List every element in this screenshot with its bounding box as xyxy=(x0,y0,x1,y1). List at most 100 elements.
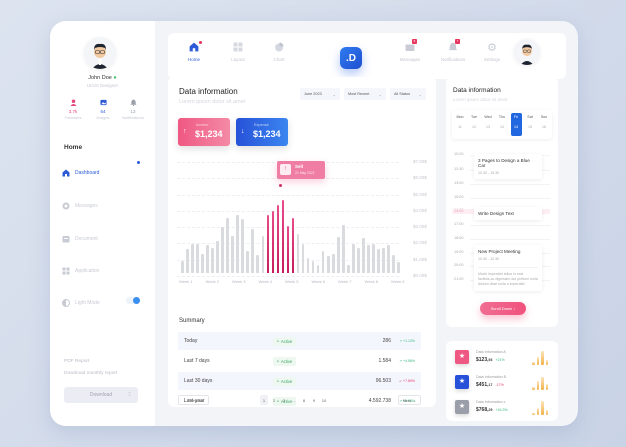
tab-chart[interactable]: Chart xyxy=(259,41,299,62)
expense-card[interactable]: ↓ Expense $1,234 xyxy=(236,118,288,146)
bar-chart: $7.00$ $6.00$ $5.00$ $4.00$ $3.00$ $2.00$ $1.0… xyxy=(173,155,433,295)
grid-line xyxy=(177,276,399,277)
tab-layout[interactable]: Layout xyxy=(218,41,258,62)
chart-bar[interactable] xyxy=(181,260,184,273)
chart-bar[interactable] xyxy=(382,248,385,273)
table-row[interactable]: Last 30 days Active 96.503 ↙ +7.89% xyxy=(178,372,421,390)
chart-bar[interactable] xyxy=(196,243,199,273)
chart-bar[interactable] xyxy=(372,243,375,273)
page-number[interactable]: 9 xyxy=(312,397,316,403)
chart-bar[interactable] xyxy=(316,264,320,273)
status-filter-select[interactable]: All Status ⌄ xyxy=(390,88,426,100)
chart-bar[interactable] xyxy=(206,245,209,273)
chart-bar[interactable] xyxy=(377,249,380,273)
profile-role: UI/UX Designer xyxy=(86,83,119,88)
chart-bar[interactable] xyxy=(236,214,239,273)
tab-notifications[interactable]: 7 Notifications xyxy=(433,39,473,62)
chart-bar[interactable] xyxy=(211,248,214,273)
chart-bar[interactable] xyxy=(186,249,189,273)
chart-bar[interactable] xyxy=(362,238,365,273)
stat-images[interactable]: 64 Images xyxy=(88,99,118,120)
chart-bar[interactable] xyxy=(266,214,270,273)
sort-filter-select[interactable]: Most Recent ⌄ xyxy=(344,88,386,100)
chart-bar[interactable] xyxy=(367,245,370,273)
income-card[interactable]: ↑ Income $1,234 xyxy=(178,118,230,146)
page-number[interactable]: 3 xyxy=(282,397,286,403)
page-number[interactable]: 2 xyxy=(272,397,276,403)
sidebar-item-light-mode[interactable]: Light Mode xyxy=(62,297,147,309)
chart-bar[interactable] xyxy=(331,253,335,273)
chart-bar[interactable] xyxy=(226,217,229,273)
calendar-day[interactable]: Tue 12 xyxy=(469,113,480,136)
chart-bar[interactable] xyxy=(397,261,400,273)
calendar-day[interactable]: Sat 15 xyxy=(525,113,536,136)
chart-bar[interactable] xyxy=(352,243,355,273)
scroll-down-button[interactable]: Scroll Down ↓ xyxy=(480,302,526,315)
tab-messages[interactable]: 8 Messages xyxy=(390,39,430,62)
chart-bar[interactable] xyxy=(221,227,224,273)
light-mode-toggle[interactable] xyxy=(126,297,140,304)
chart-bar[interactable] xyxy=(286,225,290,273)
avatar[interactable] xyxy=(84,37,116,69)
chart-bar[interactable] xyxy=(306,257,310,273)
event-card[interactable]: Write Design Text xyxy=(474,207,542,220)
date-filter-select[interactable]: June 2023 ⌄ xyxy=(300,88,340,100)
download-button[interactable]: Download ⇪ xyxy=(64,387,138,403)
chart-bar[interactable] xyxy=(296,234,300,273)
stat-followers[interactable]: 3.7k Followers xyxy=(58,99,88,120)
chart-bar[interactable] xyxy=(321,250,325,273)
tab-settings[interactable]: ⚙ Settings xyxy=(472,41,512,63)
chart-bar[interactable] xyxy=(201,253,204,273)
chart-bar[interactable] xyxy=(281,199,285,273)
calendar-day[interactable]: Thu 14 xyxy=(497,113,508,136)
stat-notifications[interactable]: 13 Notifications xyxy=(118,99,148,120)
chart-bar[interactable] xyxy=(191,243,194,273)
chart-bar[interactable] xyxy=(276,205,280,273)
chart-bar[interactable] xyxy=(291,217,295,273)
page-number[interactable]: 1 xyxy=(260,395,268,405)
chart-bar[interactable] xyxy=(336,237,340,273)
chart-bar[interactable] xyxy=(392,255,395,273)
chart-bar[interactable] xyxy=(326,256,330,273)
event-card[interactable]: New Project Meeting 10.30 - 12.30 Morbi … xyxy=(474,245,542,291)
chart-bar[interactable] xyxy=(216,241,219,273)
sidebar-item-dashboard[interactable]: Dashboard xyxy=(62,167,147,179)
table-row[interactable]: Last year Active 4.592.738 ↗ +5.54% xyxy=(178,392,421,410)
page-numbers: 1 2 3... 8 9 10 xyxy=(260,395,328,405)
mini-stat-item[interactable]: ★ Data Information A $123,93 +21% xyxy=(452,347,554,369)
chart-bar[interactable] xyxy=(301,243,305,273)
calendar-day[interactable]: Fri 14 xyxy=(510,113,522,136)
sidebar-item-document[interactable]: Document xyxy=(62,233,147,245)
calendar-day[interactable]: Sun 16 xyxy=(539,113,550,136)
mini-stat-item[interactable]: ★ Data Information c $768,29 +16.3% xyxy=(452,397,554,419)
table-row[interactable]: Last 7 days Active 1.584 ↗ +4.56% xyxy=(178,352,421,370)
chart-bar[interactable] xyxy=(347,264,350,273)
chart-bar[interactable] xyxy=(357,248,360,273)
calendar-day[interactable]: Mon 11 xyxy=(455,113,466,136)
next-button[interactable]: Next → xyxy=(397,395,421,405)
calendar-day[interactable]: Wed 13 xyxy=(483,113,494,136)
mini-stat-item[interactable]: ★ Data Information B $451,17 -17% xyxy=(452,372,554,394)
event-card[interactable]: 3 Pages to Design a Blue Car 10.30 - 15.… xyxy=(474,154,542,179)
chart-bar[interactable] xyxy=(261,235,265,273)
user-avatar[interactable] xyxy=(514,39,540,65)
app-logo[interactable]: .D xyxy=(340,47,362,69)
chart-bar[interactable] xyxy=(387,245,390,273)
table-row[interactable]: Today Active 286 ↗ +1.13% xyxy=(178,332,421,350)
chart-bar[interactable] xyxy=(342,224,345,273)
tab-home[interactable]: Home xyxy=(174,41,214,62)
chart-bar[interactable] xyxy=(231,235,234,273)
tab-label: Layout xyxy=(231,57,245,62)
chart-bar[interactable] xyxy=(256,255,260,273)
sidebar-item-messages[interactable]: Messages xyxy=(62,200,147,212)
chart-bar[interactable] xyxy=(271,210,275,273)
sidebar-item-application[interactable]: Application xyxy=(62,265,147,277)
chart-bar[interactable] xyxy=(246,250,249,273)
page-number[interactable]: 8 xyxy=(302,397,306,403)
previous-button[interactable]: ← Previous xyxy=(178,395,209,405)
chart-bar[interactable] xyxy=(311,260,315,273)
chart-bar[interactable] xyxy=(241,219,244,273)
chart-bar[interactable] xyxy=(251,228,255,273)
page-number[interactable]: 10 xyxy=(321,397,327,403)
x-tick-label: Week 3 xyxy=(232,279,246,284)
